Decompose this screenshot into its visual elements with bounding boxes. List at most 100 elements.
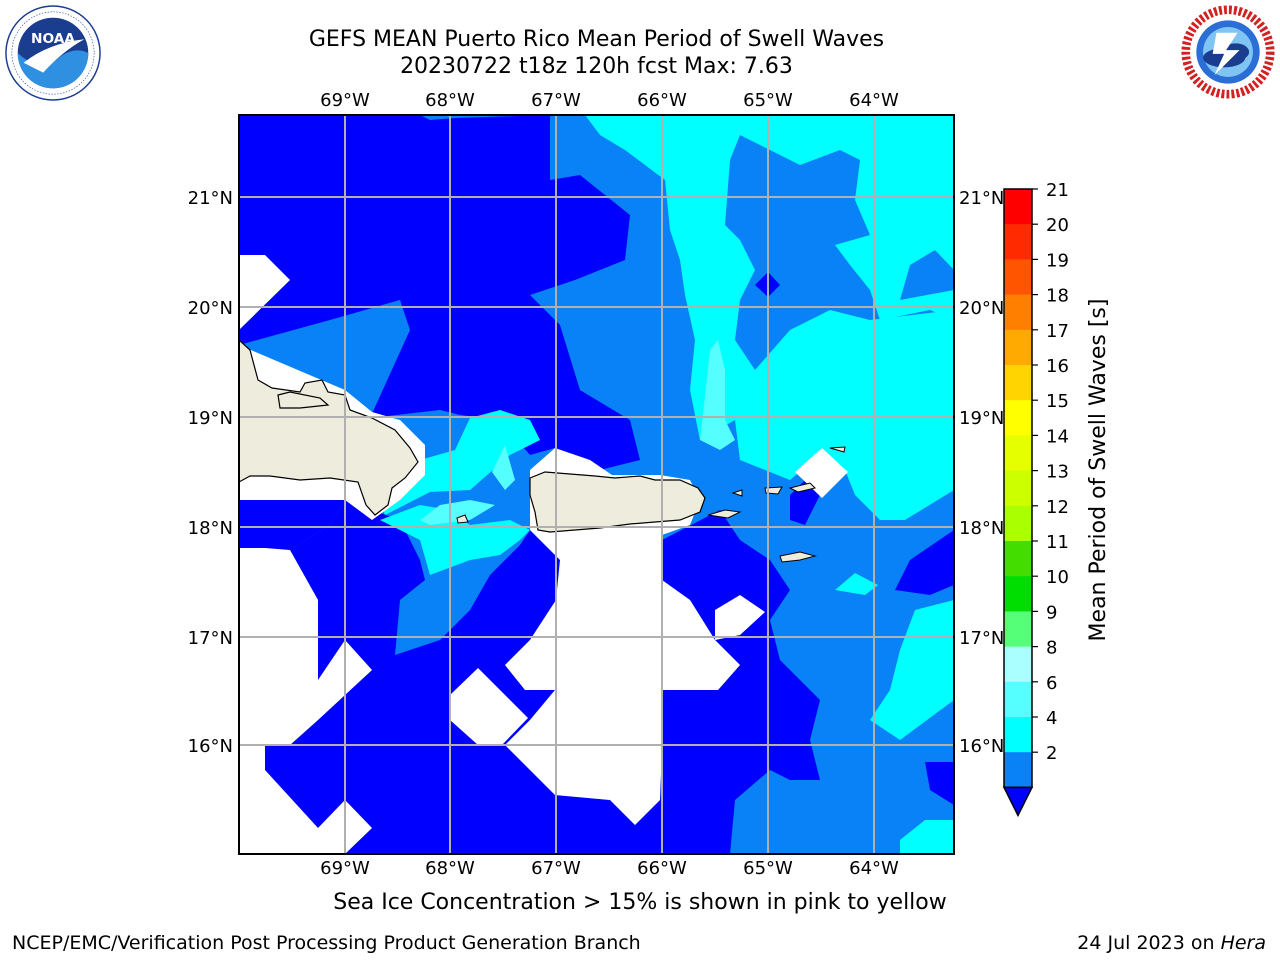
colorbar-segment xyxy=(1004,259,1032,296)
lon-label-top: 67°W xyxy=(531,90,581,111)
lat-label-right: 18°N xyxy=(959,518,1004,539)
colorbar-tick-label: 11 xyxy=(1046,532,1069,553)
land-culebra xyxy=(731,489,743,497)
colorbar-tick-label: 16 xyxy=(1046,356,1069,377)
lat-label-left: 17°N xyxy=(188,628,233,649)
shade-6-8-a xyxy=(700,340,735,450)
shade-below-2-west xyxy=(239,115,640,470)
colorbar-tick-label: 10 xyxy=(1046,567,1069,588)
colorbar-segment xyxy=(1004,611,1032,648)
colorbar-segment xyxy=(1004,541,1032,577)
colorbar-tick-label: 17 xyxy=(1046,321,1069,342)
colorbar-segment xyxy=(1004,752,1032,788)
lat-label-left: 20°N xyxy=(188,298,233,319)
footer-date: 24 Jul 2023 on Hera xyxy=(1077,932,1266,954)
colorbar-segment xyxy=(1004,646,1032,683)
shade-below-2-se xyxy=(925,762,954,805)
lon-label-bottom: 67°W xyxy=(531,858,581,879)
colorbar-segment xyxy=(1004,435,1032,472)
lon-label-top: 66°W xyxy=(637,90,687,111)
missing-vi xyxy=(795,448,848,498)
land-anegada xyxy=(829,446,846,453)
colorbar-segment xyxy=(1004,189,1032,225)
lat-label-left: 19°N xyxy=(188,408,233,429)
land-vieques xyxy=(707,509,742,519)
colorbar-segment xyxy=(1004,294,1032,331)
footer-date-text: 24 Jul 2023 on xyxy=(1077,932,1221,954)
lat-label-left: 16°N xyxy=(188,736,233,757)
shade-below-2-e xyxy=(895,530,954,595)
colorbar: 21 20 19 18 17 16 15 14 13 12 11 10 9 8 6 4 2 xyxy=(1002,180,1069,818)
lat-label-right: 17°N xyxy=(959,628,1004,649)
colorbar-tick-label: 14 xyxy=(1046,426,1069,447)
missing-center-sw xyxy=(450,668,528,745)
shade-below-2-east xyxy=(555,510,820,854)
noaa-logo-text: NOAA xyxy=(31,31,75,47)
lat-labels-left: 21°N 20°N 19°N 18°N 17°N 16°N xyxy=(188,188,233,757)
chart-title: GEFS MEAN Puerto Rico Mean Period of Swe… xyxy=(308,27,885,52)
colorbar-tick-label: 15 xyxy=(1046,391,1069,412)
colorbar-tick-label: 2 xyxy=(1046,743,1057,764)
land-st-croix xyxy=(779,551,817,563)
colorbar-tick-label: 13 xyxy=(1046,462,1069,483)
colorbar-segment xyxy=(1004,365,1032,401)
lon-label-top: 69°W xyxy=(320,90,370,111)
graticule xyxy=(239,115,954,854)
shade-6-8-b xyxy=(492,445,515,490)
lon-labels-top: 69°W 68°W 67°W 66°W 65°W 64°W xyxy=(320,90,899,111)
colorbar-tick-label: 18 xyxy=(1046,286,1069,307)
lat-label-right: 19°N xyxy=(959,408,1004,429)
nws-logo xyxy=(1181,5,1275,99)
colorbar-segment xyxy=(1004,681,1032,718)
colorbar-segment xyxy=(1004,505,1032,542)
land-tortola xyxy=(788,482,816,493)
colorbar-segment xyxy=(1004,400,1032,436)
colorbar-segment xyxy=(1004,717,1032,753)
lon-label-top: 64°W xyxy=(849,90,899,111)
colorbar-tick-label: 4 xyxy=(1046,708,1057,729)
colorbar-tick-label: 12 xyxy=(1046,497,1069,518)
colorbar-tick-label: 19 xyxy=(1046,250,1069,271)
colorbar-frame xyxy=(1003,188,1033,789)
lon-label-bottom: 64°W xyxy=(849,858,899,879)
colorbar-segment xyxy=(1004,329,1032,366)
lat-label-left: 21°N xyxy=(188,188,233,209)
lon-label-bottom: 69°W xyxy=(320,858,370,879)
chart-subtitle: 20230722 t18z 120h fcst Max: 7.63 xyxy=(400,54,793,79)
lat-labels-right: 21°N 20°N 19°N 18°N 17°N 16°N xyxy=(959,188,1004,757)
noaa-logo: NOAA xyxy=(5,5,101,101)
lat-label-left: 18°N xyxy=(188,518,233,539)
land-hispaniola-north xyxy=(277,391,330,409)
shade-4-6-se2 xyxy=(900,820,954,854)
footer-machine: Hera xyxy=(1220,932,1266,954)
shade-4-6-se xyxy=(870,600,954,740)
colorbar-tick-label: 21 xyxy=(1046,180,1069,201)
shade-6-8-c xyxy=(420,500,495,525)
colorbar-extend-arrow xyxy=(1002,786,1034,818)
shade-4-6-spot xyxy=(835,573,878,595)
colorbar-tick-label: 9 xyxy=(1046,602,1057,623)
shade-4-6-south xyxy=(380,505,530,575)
footer-credit: NCEP/EMC/Verification Post Processing Pr… xyxy=(12,932,641,954)
shade-4-6-central xyxy=(380,410,540,515)
sea-ice-caption: Sea Ice Concentration > 15% is shown in … xyxy=(333,890,947,915)
land-hispaniola xyxy=(239,339,419,516)
colorbar-segment xyxy=(1004,576,1032,612)
missing-nw xyxy=(239,255,290,330)
lat-label-right: 20°N xyxy=(959,298,1004,319)
lon-label-top: 65°W xyxy=(743,90,793,111)
colorbar-segment xyxy=(1004,224,1032,260)
land-st-thomas xyxy=(764,486,783,495)
colorbar-label: Mean Period of Swell Waves [s] xyxy=(1086,299,1111,642)
colorbar-tick-label: 8 xyxy=(1046,638,1057,659)
lon-labels-bottom: 69°W 68°W 67°W 66°W 65°W 64°W xyxy=(320,858,899,879)
lon-label-bottom: 66°W xyxy=(637,858,687,879)
land-mona xyxy=(456,514,469,524)
lon-label-top: 68°W xyxy=(425,90,475,111)
map-frame xyxy=(238,114,955,855)
lon-label-bottom: 68°W xyxy=(425,858,475,879)
colorbar-segment xyxy=(1004,470,1032,507)
shade-below-2-center xyxy=(265,500,560,854)
lat-label-right: 16°N xyxy=(959,736,1004,757)
